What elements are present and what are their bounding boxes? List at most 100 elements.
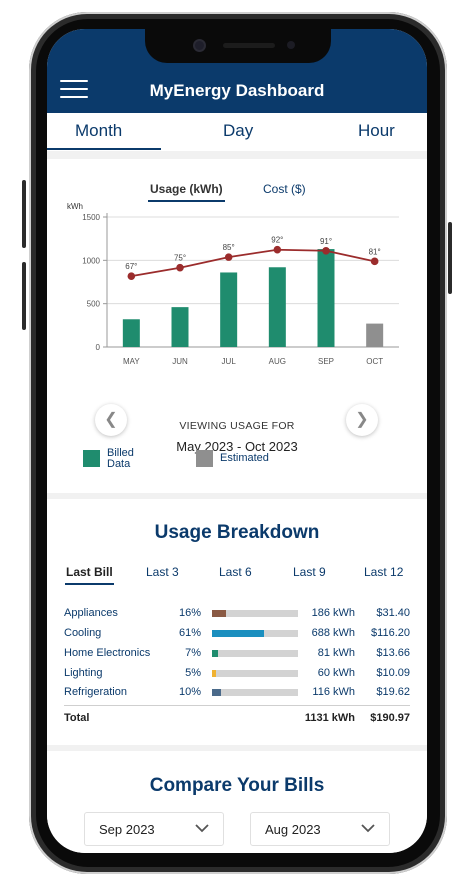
app-title: MyEnergy Dashboard (149, 81, 325, 100)
x-tick-label: JUL (222, 357, 237, 366)
temperature-point (224, 253, 233, 261)
x-tick-label: SEP (318, 357, 334, 366)
breakdown-row: Cooling 61% 688 kWh $116.20 (47, 627, 427, 643)
category-kwh: 186 kWh (311, 607, 355, 619)
volume-up-button (22, 180, 26, 248)
breakdown-title: Usage Breakdown (154, 522, 320, 543)
breakdown-total-row: Total 1131 kWh $190.97 (47, 712, 427, 728)
category-percent: 5% (185, 667, 201, 679)
temperature-line (131, 248, 375, 278)
temperature-label: 91° (320, 237, 332, 246)
app-header: MyEnergy Dashboard (47, 29, 427, 113)
category-name: Refrigeration (64, 686, 127, 698)
category-kwh: 688 kWh (311, 627, 355, 639)
usage-breakdown-card: Usage Breakdown Last Bill Last 3 Last 6 … (47, 499, 427, 745)
category-cost: $13.66 (376, 647, 410, 659)
category-bar (212, 689, 298, 696)
breakdown-row: Appliances 16% 186 kWh $31.40 (47, 607, 427, 623)
y-tick-label: 1000 (82, 256, 100, 265)
sensor-dot (287, 41, 295, 49)
tab-last-12[interactable]: Last 12 (364, 565, 404, 579)
usage-chart: kWh 0 500 1000 1500 MAY JUN JUL AUG SEP OCT 67° 75° 8… (67, 203, 399, 366)
total-label: Total (64, 712, 90, 724)
category-percent: 7% (185, 647, 201, 659)
category-bar (212, 610, 298, 617)
category-cost: $116.20 (371, 627, 410, 639)
category-bar-fill (212, 689, 221, 696)
category-name: Lighting (64, 667, 103, 679)
breakdown-row: Lighting 5% 60 kWh $10.09 (47, 667, 427, 683)
tab-last-3[interactable]: Last 3 (146, 565, 179, 579)
toggle-cost[interactable]: Cost ($) (263, 182, 306, 196)
next-period-button[interactable]: ❯ (346, 404, 378, 436)
category-bar (212, 630, 298, 637)
active-tab-indicator (47, 148, 161, 150)
category-cost: $19.62 (376, 686, 410, 698)
notch (145, 29, 331, 63)
screen: MyEnergy Dashboard Month Day Hour Usage … (47, 29, 427, 853)
viewing-label: VIEWING USAGE FOR (179, 420, 295, 432)
tab-month[interactable]: Month (75, 121, 123, 140)
legend-billed-swatch (83, 450, 100, 467)
temperature-label: 81° (369, 247, 381, 256)
breakdown-row: Home Electronics 7% 81 kWh $13.66 (47, 647, 427, 663)
compare-right-value: Aug 2023 (265, 822, 321, 837)
category-kwh: 81 kWh (317, 647, 355, 659)
billed-bar (220, 272, 238, 347)
temperature-label: 75° (174, 254, 186, 263)
legend-estimated-label: Estimated (220, 452, 269, 464)
y-tick-label: 1500 (82, 213, 100, 222)
temperature-point (127, 272, 136, 280)
tab-last-9[interactable]: Last 9 (293, 565, 326, 579)
y-axis-label: kWh (67, 203, 83, 211)
x-tick-label: MAY (123, 357, 140, 366)
temperature-point (322, 246, 330, 255)
legend-billed-label: Billed Data (107, 447, 134, 470)
tab-hour[interactable]: Hour (358, 121, 395, 140)
x-tick-label: OCT (366, 357, 383, 366)
compare-right-select[interactable]: Aug 2023 (250, 812, 390, 846)
temperature-point (176, 263, 184, 272)
category-kwh: 116 kWh (312, 686, 355, 698)
previous-period-button[interactable]: ❮ (95, 404, 127, 436)
chevron-down-icon (361, 824, 375, 833)
temperature-label: 92° (271, 236, 283, 245)
power-button (448, 222, 452, 294)
category-bar-fill (212, 670, 217, 677)
temperature-label: 67° (125, 262, 137, 271)
x-tick-label: AUG (269, 357, 286, 366)
temperature-point (370, 257, 379, 266)
compare-left-value: Sep 2023 (99, 822, 155, 837)
category-bar-fill (212, 650, 219, 657)
category-percent: 61% (178, 627, 201, 639)
tab-last-bill[interactable]: Last Bill (66, 565, 113, 579)
compare-bills-card: Compare Your Bills Sep 2023 Aug 2023 (47, 751, 427, 853)
tab-day[interactable]: Day (223, 121, 254, 140)
camera-icon (193, 39, 206, 52)
compare-title: Compare Your Bills (149, 775, 325, 796)
compare-left-select[interactable]: Sep 2023 (84, 812, 224, 846)
category-bar-fill (212, 610, 226, 617)
temperature-label: 85° (223, 243, 235, 252)
category-name: Appliances (64, 607, 118, 619)
total-kwh: 1131 kWh (304, 712, 355, 724)
speaker-grille (223, 43, 275, 48)
category-name: Cooling (64, 627, 102, 639)
tab-last-6[interactable]: Last 6 (219, 565, 252, 579)
period-tabs: Month Day Hour (47, 113, 427, 151)
category-percent: 10% (178, 686, 201, 698)
toggle-indicator (148, 200, 225, 202)
y-tick-label: 0 (96, 343, 101, 352)
category-cost: $10.09 (376, 667, 410, 679)
billed-bar (171, 307, 189, 347)
category-bar-fill (212, 630, 265, 637)
chevron-down-icon (195, 824, 209, 833)
breakdown-divider (64, 705, 410, 706)
billed-bar (122, 319, 140, 347)
breakdown-row: Refrigeration 10% 116 kWh $19.62 (47, 686, 427, 702)
toggle-usage-kwh[interactable]: Usage (kWh) (150, 182, 223, 196)
temperature-point (273, 245, 282, 254)
estimated-bar (366, 323, 384, 347)
hamburger-menu-icon[interactable] (60, 80, 88, 100)
category-percent: 16% (178, 607, 201, 619)
